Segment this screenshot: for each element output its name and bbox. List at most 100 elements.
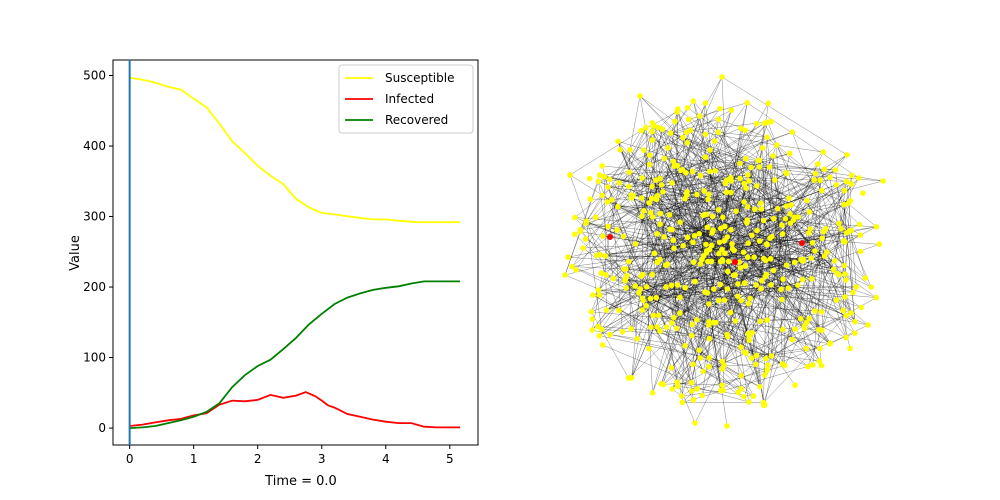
- network-edge: [836, 273, 852, 313]
- network-node: [806, 315, 812, 322]
- network-node: [689, 388, 695, 394]
- network-node: [607, 331, 613, 338]
- network-node: [763, 355, 769, 362]
- network-node: [628, 375, 635, 381]
- network-edge: [834, 175, 852, 261]
- network-node: [663, 284, 669, 290]
- network-node: [654, 194, 660, 200]
- network-node: [625, 183, 632, 190]
- network-node: [651, 122, 657, 129]
- network-node: [795, 282, 801, 289]
- network-node: [596, 172, 603, 178]
- network-node: [819, 235, 825, 242]
- network-edge: [814, 200, 851, 312]
- network-node: [744, 204, 751, 210]
- network-node: [848, 181, 855, 187]
- network-edge: [770, 190, 822, 285]
- network-edge: [664, 158, 836, 171]
- network-node: [876, 241, 883, 248]
- network-edge: [609, 179, 696, 282]
- network-edge: [619, 149, 807, 349]
- network-node: [716, 239, 723, 246]
- network-node: [617, 147, 623, 153]
- network-node: [661, 155, 668, 162]
- network-node: [800, 258, 806, 264]
- network-node: [598, 270, 604, 276]
- network-node: [562, 272, 568, 278]
- network-edge: [696, 194, 783, 300]
- network-node: [637, 93, 643, 99]
- network-node: [782, 216, 789, 222]
- network-edge: [677, 386, 754, 397]
- network-node: [738, 125, 744, 131]
- network-node: [774, 205, 781, 212]
- network-node: [847, 198, 854, 204]
- network-edge: [769, 166, 816, 312]
- network-node: [691, 233, 698, 239]
- network-node: [669, 320, 675, 326]
- network-edge: [761, 280, 822, 366]
- network-node: [751, 254, 757, 260]
- network-node: [880, 178, 886, 184]
- network-node: [843, 312, 849, 319]
- network-node: [630, 192, 636, 199]
- network-node: [619, 329, 626, 335]
- network-node: [690, 397, 697, 403]
- network-edge: [776, 144, 824, 153]
- network-node: [844, 152, 850, 158]
- network-node: [697, 261, 704, 267]
- network-node: [807, 226, 814, 232]
- network-node: [637, 286, 644, 292]
- network-edge: [651, 153, 790, 199]
- network-node: [706, 319, 712, 325]
- network-edge: [661, 261, 708, 384]
- network-node: [724, 423, 730, 429]
- network-edge: [818, 180, 821, 330]
- network-node: [783, 262, 790, 268]
- network-node: [812, 308, 818, 314]
- network-node: [641, 147, 647, 153]
- network-node-infected: [607, 234, 613, 240]
- network-node: [809, 240, 816, 246]
- network-edge: [747, 228, 811, 258]
- network-node: [763, 257, 769, 264]
- network-node: [783, 203, 790, 209]
- network-edge: [639, 95, 710, 172]
- series-line-susceptible: [129, 76, 461, 224]
- network-edge: [808, 177, 859, 234]
- network-edge: [626, 275, 638, 339]
- network-edge: [747, 102, 859, 179]
- network-node: [753, 361, 759, 368]
- network-node: [659, 126, 666, 132]
- network-node: [847, 345, 853, 352]
- network-node: [647, 295, 654, 302]
- network-edge: [641, 249, 710, 277]
- network-node: [756, 164, 763, 170]
- network-edge: [661, 274, 736, 384]
- series-line-infected: [129, 391, 461, 429]
- network-node: [860, 190, 866, 196]
- network-node: [572, 214, 578, 221]
- network-edge: [671, 285, 820, 349]
- network-node: [827, 340, 834, 347]
- network-node: [715, 207, 722, 213]
- network-node: [783, 169, 789, 176]
- network-edge: [652, 192, 732, 393]
- network-node: [565, 254, 571, 260]
- network-node-infected: [732, 259, 738, 265]
- network-node: [632, 241, 639, 247]
- network-node: [646, 200, 652, 206]
- network-edge: [750, 167, 758, 231]
- network-edge: [604, 176, 607, 311]
- network-edge: [793, 219, 856, 322]
- network-edge: [626, 287, 698, 390]
- network-edge: [641, 177, 668, 265]
- network-node: [816, 358, 823, 364]
- network-edge: [641, 216, 704, 372]
- network-edge: [728, 261, 756, 365]
- network-node: [589, 316, 596, 322]
- network-edge: [629, 95, 641, 150]
- x-tick-label: 4: [382, 452, 390, 466]
- network-node: [853, 284, 860, 290]
- network-edge: [574, 195, 603, 218]
